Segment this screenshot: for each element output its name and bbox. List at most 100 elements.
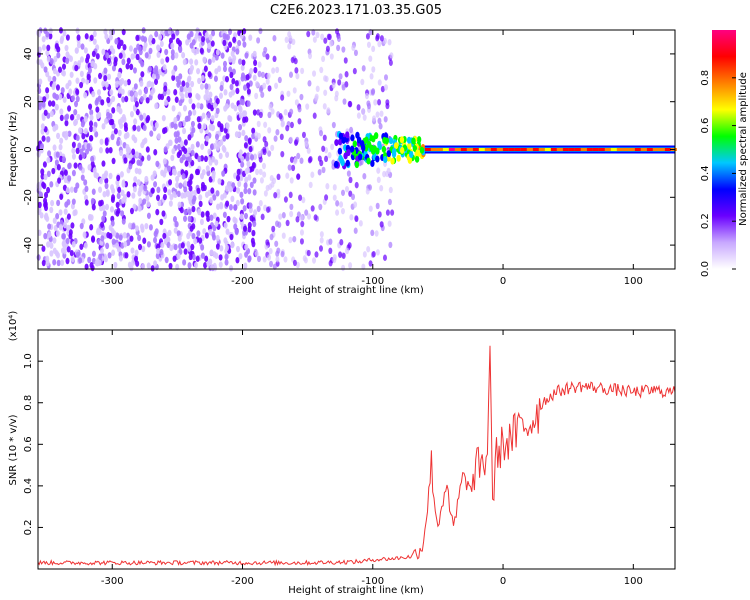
heat-cell xyxy=(174,137,179,144)
snr-y-ticks: 0.2 0.4 0.6 0.8 1.0 xyxy=(23,353,675,535)
heat-cell xyxy=(51,100,56,107)
heat-cell xyxy=(288,136,293,143)
heat-cell xyxy=(272,263,277,270)
heat-cell xyxy=(312,70,317,77)
heat-cell xyxy=(71,198,76,205)
heat-cell xyxy=(160,169,165,177)
heat-cell xyxy=(147,65,152,73)
carrier-cell xyxy=(460,148,467,151)
heat-cell xyxy=(56,51,61,59)
heat-cell xyxy=(197,35,202,42)
heat-cell xyxy=(90,155,95,163)
heat-cell xyxy=(222,60,227,68)
heat-cell xyxy=(355,131,360,139)
heat-cell xyxy=(317,169,322,176)
heat-cell xyxy=(132,185,137,193)
heat-cell xyxy=(159,248,164,256)
heat-cell xyxy=(41,114,46,121)
heat-cell xyxy=(200,252,205,259)
heat-cell xyxy=(156,186,161,194)
carrier-cell xyxy=(652,148,659,151)
heat-cell xyxy=(194,59,199,66)
heat-cell xyxy=(91,250,96,257)
heat-cell xyxy=(193,48,198,56)
heat-cell xyxy=(136,179,141,186)
heat-cell xyxy=(337,138,343,146)
heat-cell xyxy=(207,148,212,155)
heat-cell xyxy=(139,96,144,103)
heat-cell xyxy=(335,28,340,35)
heat-cell xyxy=(85,57,90,64)
heat-cell xyxy=(267,85,272,92)
heat-cell xyxy=(69,71,74,78)
heat-cell xyxy=(262,82,267,90)
heat-cell xyxy=(191,232,196,240)
heat-cell xyxy=(215,190,220,197)
heat-cell xyxy=(126,57,131,65)
heat-cell xyxy=(291,164,296,172)
heat-cell xyxy=(153,260,158,267)
heat-cell xyxy=(142,237,147,244)
heat-cell xyxy=(88,103,93,110)
heat-cell xyxy=(125,152,130,159)
heat-cell xyxy=(101,204,106,212)
heat-cell xyxy=(236,187,241,194)
heat-cell xyxy=(75,134,80,142)
heat-cell xyxy=(90,60,95,68)
heat-cell xyxy=(149,89,154,96)
heat-cell xyxy=(198,200,203,208)
heat-cell xyxy=(362,173,367,180)
heat-cell xyxy=(116,174,121,182)
heat-cell xyxy=(110,220,115,227)
heat-cell xyxy=(120,189,125,197)
heat-cell xyxy=(167,229,172,237)
y-tick-label: 40 xyxy=(23,48,34,61)
heat-cell xyxy=(194,168,199,176)
heat-cell xyxy=(94,99,99,106)
heat-cell xyxy=(121,52,126,59)
heat-cell xyxy=(113,60,118,67)
heat-cell xyxy=(154,228,159,235)
heat-cell xyxy=(236,174,241,182)
heat-cell xyxy=(199,218,204,226)
heat-cell xyxy=(275,220,280,227)
heat-cell xyxy=(144,52,149,59)
heat-cell xyxy=(243,142,248,149)
heat-cell xyxy=(125,63,130,70)
heat-cell xyxy=(41,44,46,51)
heat-cell xyxy=(97,95,102,102)
heat-cell xyxy=(47,150,52,157)
heat-cell xyxy=(137,168,142,175)
heat-cell xyxy=(234,228,239,236)
heat-cell xyxy=(310,205,315,212)
x-tick-label: -200 xyxy=(231,576,254,587)
heat-cell xyxy=(156,133,161,140)
heat-cell xyxy=(336,44,341,52)
heat-cell xyxy=(150,187,155,194)
heat-cell xyxy=(197,77,202,85)
heat-cell xyxy=(103,118,108,125)
heat-cell xyxy=(225,200,230,207)
heat-cell xyxy=(349,126,354,134)
heat-cell xyxy=(40,123,45,130)
heat-cell xyxy=(249,67,254,75)
y-tick-label: 0.8 xyxy=(23,395,34,411)
heat-cell xyxy=(318,245,323,252)
heat-cell xyxy=(150,174,155,181)
heat-cell xyxy=(204,88,209,95)
heat-cell xyxy=(361,65,366,72)
heat-cell xyxy=(271,67,276,74)
heat-cell xyxy=(111,238,116,245)
y-tick-label: 20 xyxy=(23,95,34,108)
heat-cell xyxy=(47,100,52,107)
heat-cell xyxy=(275,256,280,263)
heat-cell xyxy=(371,45,376,53)
heat-cell xyxy=(37,201,42,209)
heat-cell xyxy=(258,27,263,35)
heat-cell xyxy=(317,155,322,162)
carrier-cell xyxy=(424,148,431,151)
heat-cell xyxy=(163,238,168,245)
heat-cell xyxy=(286,90,291,97)
heat-cell xyxy=(154,30,159,38)
heat-cell xyxy=(349,145,355,153)
